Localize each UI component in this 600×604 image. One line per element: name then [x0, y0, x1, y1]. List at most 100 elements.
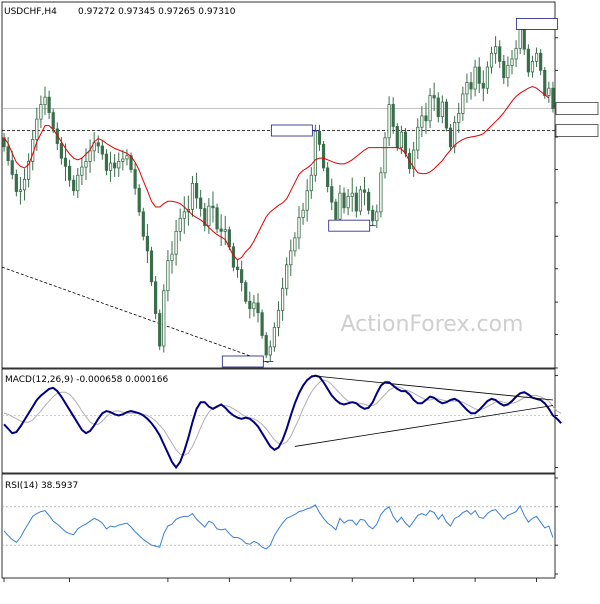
macd-panel-frame	[1, 368, 556, 474]
candle-body	[178, 217, 182, 232]
candle-body	[256, 302, 260, 314]
candle-body	[280, 287, 285, 311]
candle-body	[149, 250, 154, 283]
candle-body	[489, 52, 494, 68]
candle-body	[22, 178, 27, 191]
candle-body	[481, 82, 485, 89]
candle-body	[383, 137, 387, 174]
candle-body	[424, 115, 428, 122]
candle-body	[453, 121, 457, 148]
candle-body	[321, 143, 326, 169]
candle-body	[223, 229, 227, 232]
candle-body	[145, 235, 150, 252]
candle-body	[436, 97, 440, 118]
candle-body	[477, 66, 481, 84]
level-price-box	[555, 124, 599, 137]
candle-body	[166, 260, 170, 292]
candle-body	[416, 126, 420, 151]
price-annotation-box	[221, 355, 264, 368]
candle-body	[141, 211, 145, 237]
candle-body	[88, 150, 92, 162]
candle-body	[391, 104, 395, 127]
candle-body	[51, 112, 55, 130]
candle-body	[67, 165, 72, 181]
candle-body	[215, 207, 219, 230]
candle-body	[199, 197, 203, 209]
candle-body	[305, 190, 309, 211]
candle-body	[530, 60, 535, 73]
candle-body	[440, 101, 444, 118]
candle-body	[27, 161, 31, 180]
candle-body	[432, 95, 436, 99]
candle-body	[174, 230, 178, 255]
candle-body	[469, 82, 473, 90]
candle-body	[190, 182, 195, 210]
current-price-box	[555, 102, 599, 115]
candle-body	[534, 52, 539, 62]
candle-body	[444, 101, 449, 129]
candle-body	[252, 302, 256, 310]
moving-average-line	[3, 86, 550, 261]
candle-body	[47, 96, 51, 114]
candle-body	[121, 158, 125, 162]
candle-body	[72, 179, 76, 192]
candle-body	[96, 142, 100, 147]
candle-body	[285, 264, 289, 289]
candle-body	[313, 130, 317, 176]
candle-body	[367, 191, 371, 211]
candle-body	[317, 130, 322, 145]
candle-body	[158, 313, 162, 347]
rsi-line	[3, 504, 554, 550]
candle-body	[358, 189, 363, 212]
symbol-label: USDCHF,H4	[4, 7, 57, 17]
candle-body	[330, 186, 334, 203]
macd-upper-trendline	[311, 375, 553, 401]
candle-body	[276, 309, 281, 328]
candle-body	[100, 145, 104, 155]
candle-body	[39, 104, 43, 120]
candle-body	[309, 174, 313, 192]
candle-body	[207, 205, 211, 227]
candle-body	[194, 182, 199, 199]
candle-body	[346, 195, 350, 209]
price-panel-frame	[1, 1, 556, 369]
candle-body	[133, 169, 137, 189]
candle-body	[35, 118, 39, 140]
candle-body	[514, 47, 518, 60]
candle-body	[342, 192, 346, 209]
price-annotation-box	[328, 219, 371, 232]
candle-body	[289, 250, 293, 266]
candle-body	[387, 104, 391, 139]
candle-body	[371, 209, 375, 222]
candle-body	[84, 161, 88, 168]
candle-body	[227, 229, 231, 248]
candle-body	[395, 126, 399, 148]
rsi-label: RSI(14) 38.5937	[5, 481, 78, 491]
candle-body	[43, 96, 47, 105]
candle-body	[248, 300, 252, 310]
candle-body	[498, 46, 502, 62]
candle-body	[473, 66, 477, 90]
candle-body	[80, 166, 84, 176]
candle-body	[506, 65, 510, 79]
price-annotation-box	[270, 124, 313, 137]
candle-body	[334, 201, 338, 220]
candle-body	[326, 167, 330, 188]
candle-body	[264, 335, 268, 356]
price-annotation-box	[515, 18, 558, 30]
candle-body	[211, 205, 215, 209]
candle-body	[219, 228, 223, 232]
macd-signal-line	[3, 379, 562, 456]
candle-body	[154, 281, 158, 314]
candle-body	[354, 192, 358, 212]
candle-body	[362, 189, 367, 193]
candle-body	[502, 60, 506, 79]
candle-body	[108, 162, 113, 171]
candle-body	[162, 290, 166, 347]
candle-body	[293, 237, 297, 252]
rsi-panel-frame	[1, 473, 556, 579]
candle-body	[272, 326, 277, 348]
candle-body	[268, 346, 272, 356]
candle-body	[10, 160, 14, 175]
